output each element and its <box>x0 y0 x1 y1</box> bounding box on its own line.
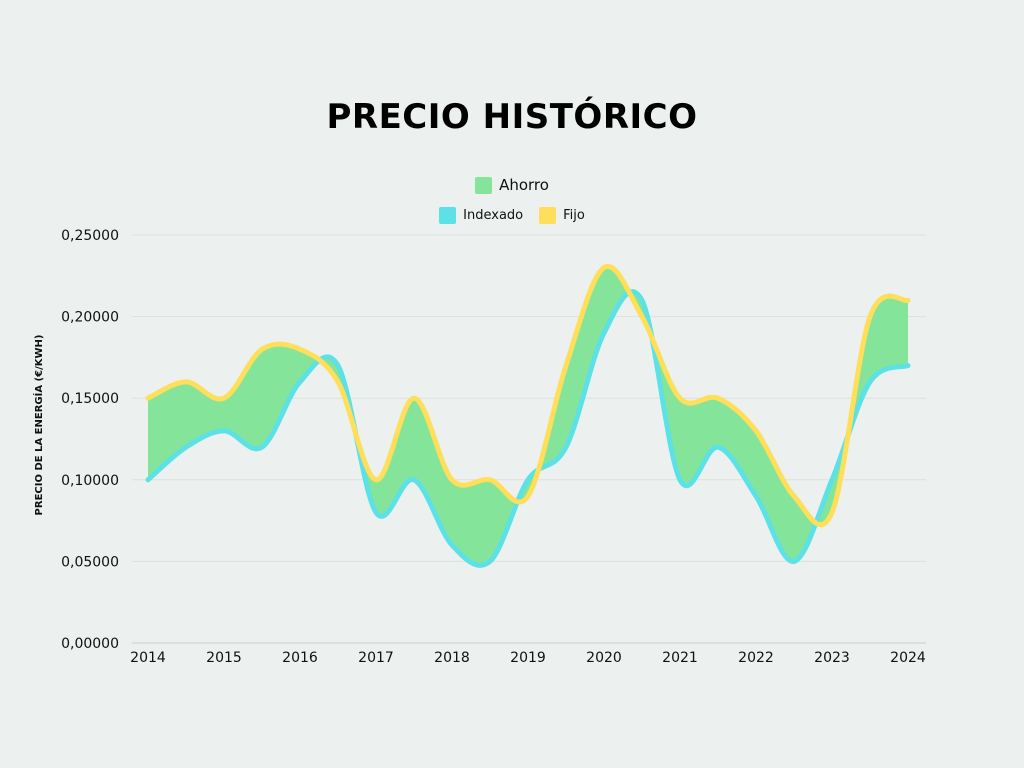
legend-swatch-fijo <box>539 207 557 224</box>
legend-row-fill: Ahorro <box>0 176 1024 194</box>
series-line-fijo <box>145 264 911 528</box>
ahorro-area <box>148 266 908 566</box>
y-tick-label: 0,15000 <box>61 391 119 407</box>
x-tick-label: 2018 <box>434 650 470 666</box>
x-tick-label: 2022 <box>738 650 774 666</box>
x-tick-label: 2024 <box>890 650 926 666</box>
legend-row-series: Indexado Fijo <box>0 207 1024 224</box>
y-tick-label: 0,05000 <box>61 554 119 570</box>
legend-item-indexado: Indexado <box>439 207 523 224</box>
y-tick-label: 0,20000 <box>61 310 119 326</box>
legend-item-fijo: Fijo <box>539 207 585 224</box>
x-tick-label: 2016 <box>282 650 318 666</box>
legend-label-fijo: Fijo <box>563 208 585 223</box>
x-tick-label: 2023 <box>814 650 850 666</box>
legend-swatch-indexado <box>439 207 457 224</box>
legend-label-ahorro: Ahorro <box>499 176 549 194</box>
legend-item-ahorro: Ahorro <box>475 176 549 194</box>
y-tick-label: 0,25000 <box>61 228 119 244</box>
y-tick-label: 0,10000 <box>61 473 119 489</box>
x-tick-label: 2020 <box>586 650 622 666</box>
x-tick-label: 2017 <box>358 650 394 666</box>
chart-title: PRECIO HISTÓRICO <box>326 97 698 137</box>
x-tick-label: 2019 <box>510 650 546 666</box>
series-line-indexado <box>145 289 911 568</box>
x-tick-label: 2021 <box>662 650 698 666</box>
legend-label-indexado: Indexado <box>463 208 524 223</box>
x-tick-label: 2015 <box>206 650 242 666</box>
y-tick-label: 0,00000 <box>61 636 119 652</box>
y-axis-label: PRECIO DE LA ENERGÍA (€/KWH) <box>32 335 45 516</box>
legend-swatch-ahorro <box>475 176 493 194</box>
x-tick-label: 2014 <box>130 650 166 666</box>
